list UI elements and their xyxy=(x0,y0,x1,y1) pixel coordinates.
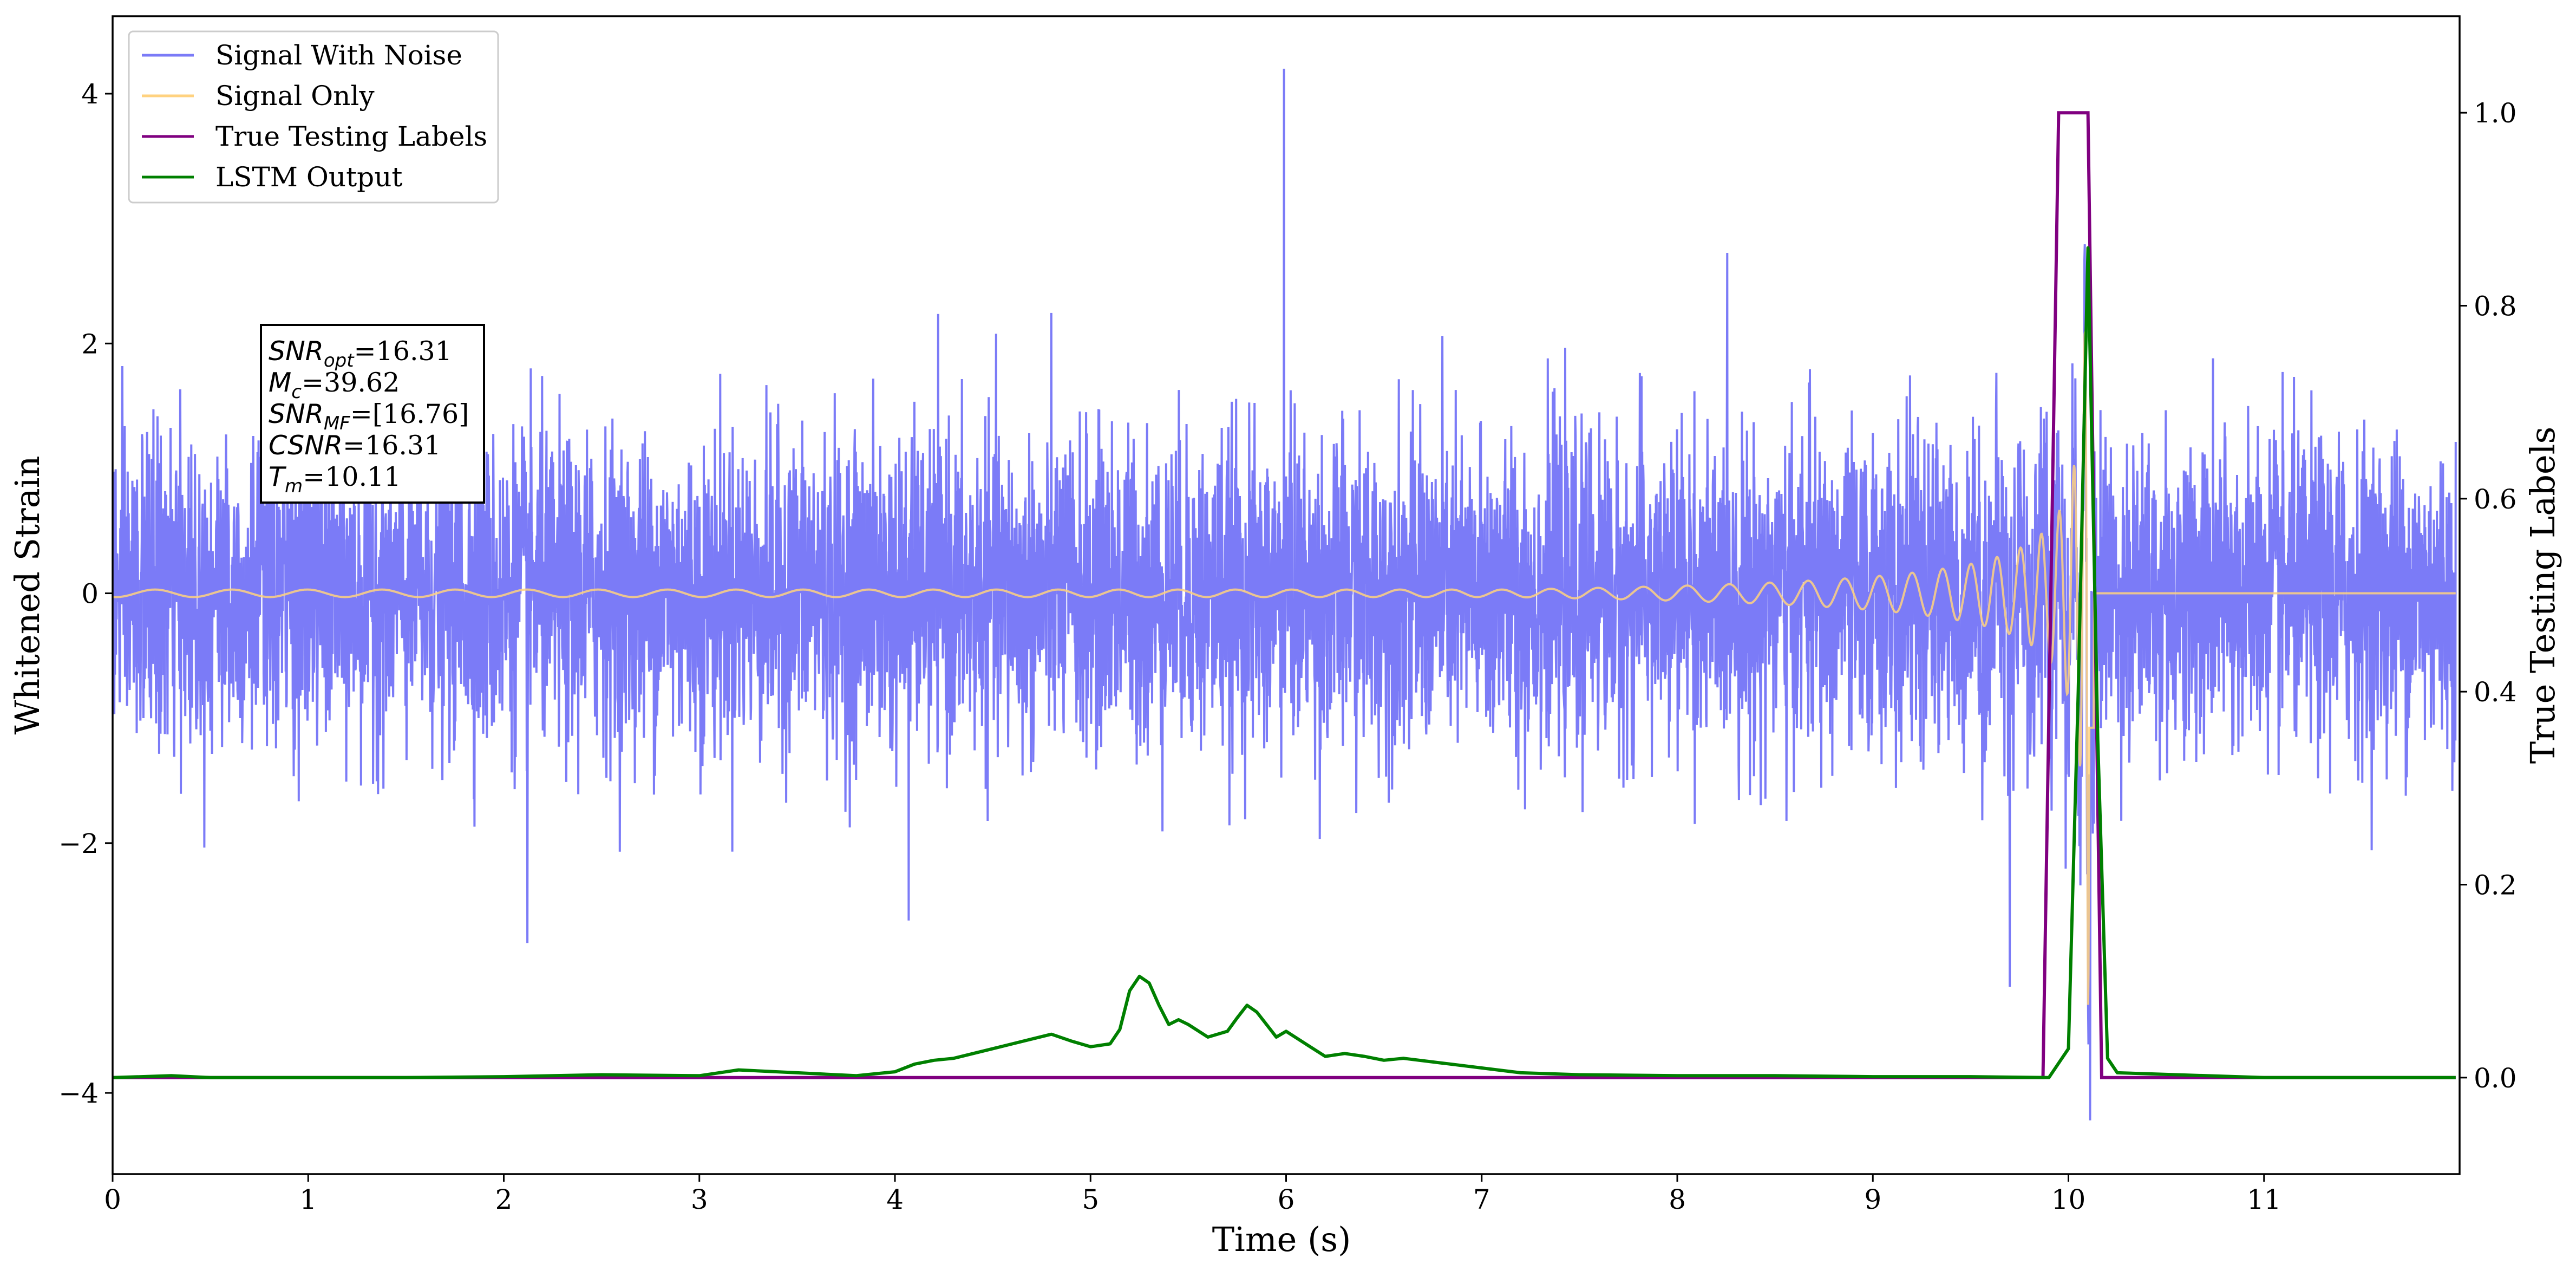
x-tick-label: 11 xyxy=(2247,1184,2281,1215)
annotation-symbol: SNR xyxy=(269,336,324,367)
y-left-tick-label: −4 xyxy=(58,1078,99,1109)
series-line-signal-only xyxy=(113,331,2456,1005)
annotation-symbol: M xyxy=(269,367,291,398)
legend-label-lstm-output: LSTM Output xyxy=(215,161,402,193)
annotation-value: =16.31 xyxy=(354,336,452,367)
annotation-symbol: CSNR xyxy=(269,430,343,461)
y-left-tick-label: −2 xyxy=(58,828,99,859)
x-tick-label: 3 xyxy=(691,1184,708,1215)
x-tick-label: 2 xyxy=(495,1184,513,1215)
annotation-line-mc: Mc=39.62 xyxy=(269,367,400,403)
y-right-tick-label: 1.0 xyxy=(2474,97,2517,129)
y-right-tick-label: 0.4 xyxy=(2474,676,2517,708)
annotation-subscript: m xyxy=(285,475,303,497)
legend-box xyxy=(128,30,499,204)
series-line-lstm-output xyxy=(113,246,2456,1079)
annotation-symbol: T xyxy=(269,461,287,492)
series-line-true-testing-labels xyxy=(113,111,2456,1079)
x-tick-label: 7 xyxy=(1473,1184,1490,1215)
x-tick-label: 4 xyxy=(886,1184,904,1215)
y-axis-label-left: Whitened Strain xyxy=(8,456,47,735)
y-left-tick-label: 4 xyxy=(81,79,99,110)
y-left-tick-label: 2 xyxy=(81,328,99,360)
x-axis-label: Time (s) xyxy=(1212,1220,1351,1259)
x-tick-label: 9 xyxy=(1864,1184,1881,1215)
x-tick-label: 8 xyxy=(1669,1184,1686,1215)
legend-label-signal-with-noise: Signal With Noise xyxy=(215,40,462,71)
annotation-subscript: MF xyxy=(324,413,350,434)
x-tick-label: 0 xyxy=(104,1184,121,1215)
annotation-frame xyxy=(260,324,485,504)
y-right-tick-label: 0.6 xyxy=(2474,484,2517,515)
legend-label-signal-only: Signal Only xyxy=(215,80,375,112)
x-tick-label: 5 xyxy=(1082,1184,1099,1215)
annotation-subscript: opt xyxy=(324,350,355,372)
x-tick-label: 6 xyxy=(1278,1184,1295,1215)
annotation-symbol: SNR xyxy=(269,399,324,429)
annotation-box: SNRopt=16.31 Mc=39.62 SNRMF=[16.76] CSNR… xyxy=(260,324,485,504)
annotation-line-tm: Tm=10.11 xyxy=(269,461,401,497)
series-layer xyxy=(113,68,2457,1120)
annotation-subscript: c xyxy=(291,381,302,403)
y-right-tick-label: 0.8 xyxy=(2474,291,2517,322)
y-right-tick-label: 0.2 xyxy=(2474,870,2517,901)
annotation-value: =16.31 xyxy=(343,430,441,461)
annotation-value: =[16.76] xyxy=(350,399,469,429)
annotation-line-csnr: CSNR=16.31 xyxy=(269,430,441,461)
y-right-tick-label: 0.0 xyxy=(2474,1063,2517,1094)
annotation-value: =39.62 xyxy=(302,367,400,398)
annotation-line-snr-mf: SNRMF=[16.76] xyxy=(269,399,469,434)
legend: Signal With Noise Signal Only True Testi… xyxy=(128,30,499,204)
ticks-layer: 0 1 2 3 4 5 6 7 8 9 10 11 −4 −2 0 2 4 0.0 0.2 0.4 0.6 0.8 1.0 xyxy=(58,79,2516,1215)
annotation-value: =10.11 xyxy=(303,461,401,492)
legend-label-true-testing-labels: True Testing Labels xyxy=(215,121,487,152)
y-left-tick-label: 0 xyxy=(81,578,99,610)
x-tick-label: 1 xyxy=(299,1184,317,1215)
annotation-line-snr-opt: SNRopt=16.31 xyxy=(269,336,452,372)
y-axis-label-right: True Testing Labels xyxy=(2523,427,2562,764)
x-tick-label: 10 xyxy=(2051,1184,2086,1215)
